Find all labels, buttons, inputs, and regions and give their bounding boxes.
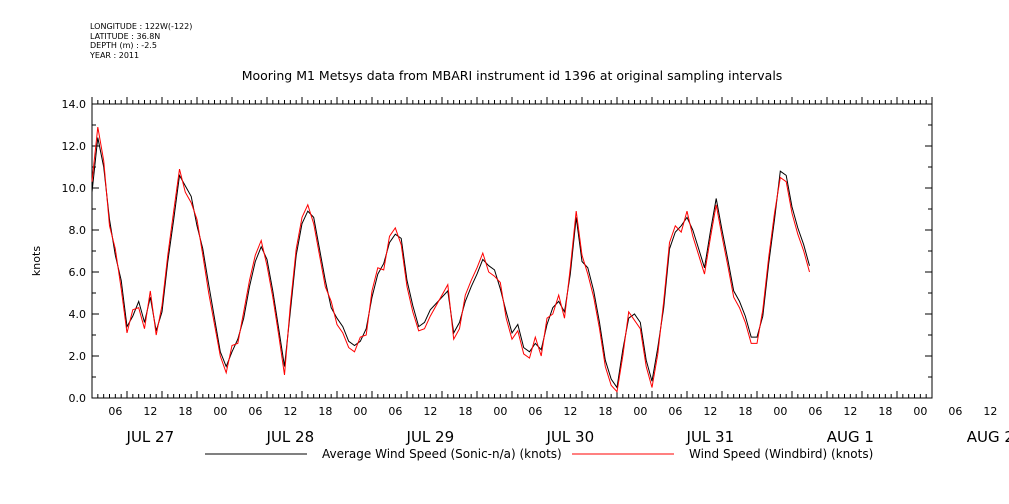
x-day-label: JUL 29 [406,428,455,446]
x-tick-label: 18 [318,405,332,418]
mooring-metadata: LONGITUDE : 122W(-122) LATITUDE : 36.8N … [90,22,192,60]
x-tick-label: 00 [913,405,927,418]
x-tick-label: 18 [598,405,612,418]
x-day-label: JUL 27 [126,428,175,446]
y-tick-label: 4.0 [69,308,87,321]
x-tick-label: 00 [213,405,227,418]
x-tick-label: 18 [878,405,892,418]
x-tick-label: 00 [773,405,787,418]
x-tick-label: 00 [353,405,367,418]
depth-label: DEPTH (m) : -2.5 [90,41,157,50]
latitude-label: LATITUDE : 36.8N [90,31,161,41]
plot-frame [91,103,933,399]
x-tick-label: 12 [563,405,577,418]
x-tick-label: 06 [668,405,682,418]
legend: Average Wind Speed (Sonic-n/a) (knots) W… [205,447,873,461]
axis-ticks: 0.0 2.0 4.0 6.0 8.0 10.0 12.0 14.0 06 12 18 00 06 12 1… [62,97,1009,446]
series-line-average [91,137,810,389]
x-tick-label: 12 [983,405,997,418]
x-tick-label: 00 [633,405,647,418]
x-tick-label: 06 [248,405,262,418]
x-tick-label: 12 [423,405,437,418]
x-tick-label: 12 [703,405,717,418]
legend-label-windbird: Wind Speed (Windbird) (knots) [689,447,873,461]
legend-label-average: Average Wind Speed (Sonic-n/a) (knots) [322,447,562,461]
y-tick-label: 10.0 [62,182,87,195]
x-day-label: AUG 2 [967,428,1009,446]
y-tick-label: 2.0 [69,350,87,363]
x-tick-label: 18 [178,405,192,418]
chart-title: Mooring M1 Metsys data from MBARI instru… [242,68,783,83]
x-tick-label: 06 [528,405,542,418]
series-line-windbird [91,127,810,393]
x-tick-label: 12 [843,405,857,418]
y-tick-label: 8.0 [69,224,87,237]
x-day-label: AUG 1 [827,428,874,446]
longitude-label: LONGITUDE : 122W(-122) [90,22,193,31]
y-tick-label: 12.0 [62,140,87,153]
x-tick-label: 18 [458,405,472,418]
y-tick-label: 14.0 [62,98,87,111]
x-tick-label: 06 [948,405,962,418]
x-tick-label: 06 [808,405,822,418]
x-day-label: JUL 31 [686,428,735,446]
x-tick-label: 06 [388,405,402,418]
y-axis-label: knots [30,246,43,276]
x-tick-label: 06 [108,405,122,418]
y-tick-label: 6.0 [69,266,87,279]
x-day-label: JUL 28 [266,428,315,446]
series-layer [91,127,810,393]
x-day-label: JUL 30 [546,428,595,446]
y-tick-label: 0.0 [69,392,87,405]
x-tick-label: 18 [738,405,752,418]
x-tick-label: 12 [143,405,157,418]
x-tick-label: 00 [493,405,507,418]
x-tick-label: 12 [283,405,297,418]
year-label: YEAR : 2011 [90,50,140,60]
